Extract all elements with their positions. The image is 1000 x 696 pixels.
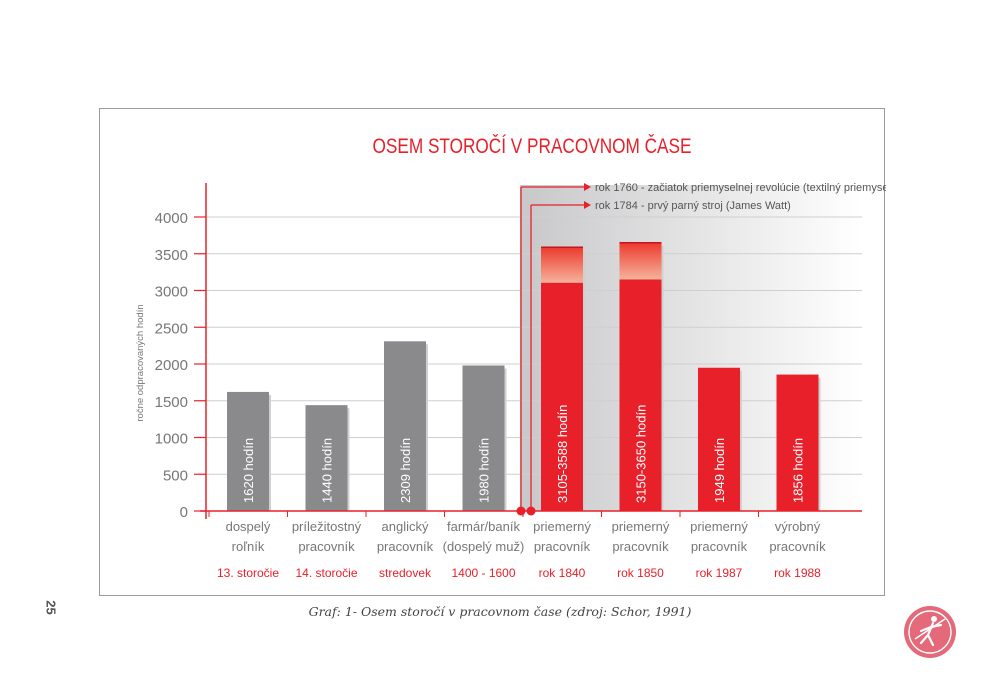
bar xyxy=(462,365,505,511)
bar xyxy=(619,279,662,511)
annotation-arrow-icon xyxy=(584,201,591,209)
x-category-label: pracovník xyxy=(691,539,748,554)
y-tick-label: 3500 xyxy=(155,247,188,264)
x-period-label: stredovek xyxy=(379,566,432,580)
x-category-label: pracovník xyxy=(298,539,355,554)
x-period-label: rok 1840 xyxy=(539,566,586,580)
x-category-label: priemerný xyxy=(612,519,670,534)
x-period-label: 13. storočie xyxy=(217,566,279,580)
x-category-label: priemerný xyxy=(533,519,591,534)
chart-layer: 0 500 1000 1500 2000 2500 3000 3500 4000 1620 hod… xyxy=(155,182,886,580)
chart-title: OSEM STOROČÍ V PRACOVNOM ČASE xyxy=(372,134,691,158)
bar-data-label: 1856 hodín xyxy=(791,438,806,503)
annotation-arrow-icon xyxy=(584,183,591,191)
y-tick-label: 500 xyxy=(163,467,188,484)
bar-data-label: 3150-3650 hodín xyxy=(634,405,649,503)
x-category-label: výrobný xyxy=(775,519,821,534)
x-period-label: 1400 - 1600 xyxy=(451,566,515,580)
x-category-label: priemerný xyxy=(690,519,748,534)
y-tick-label: 2000 xyxy=(155,357,188,374)
chart-frame: OSEM STOROČÍ V PRACOVNOM ČASE ročne odpr… xyxy=(99,108,886,596)
x-category-label: roľník xyxy=(232,539,265,554)
x-category-label: pracovník xyxy=(534,539,591,554)
x-category-label: farmár/baník xyxy=(447,519,520,534)
bar-data-label: 1620 hodín xyxy=(241,438,256,503)
y-tick-label: 0 xyxy=(180,504,188,521)
bar xyxy=(384,341,426,511)
x-period-label: rok 1987 xyxy=(696,566,743,580)
bar-range xyxy=(541,247,583,283)
bar-data-label: 1980 hodín xyxy=(477,438,492,503)
annotation-marker-dot xyxy=(516,506,526,516)
y-axis-label: ročne odpracovaných hodín xyxy=(135,304,146,421)
bar-data-label: 2309 hodín xyxy=(398,438,413,503)
y-tick-label: 1000 xyxy=(155,431,188,448)
annotation-marker-dot xyxy=(526,506,536,516)
x-period-label: 14. storočie xyxy=(295,566,357,580)
chart-svg: OSEM STOROČÍ V PRACOVNOM ČASE ročne odpr… xyxy=(135,134,886,580)
bar xyxy=(541,282,583,511)
x-period-label: rok 1850 xyxy=(617,566,664,580)
y-tick-label: 4000 xyxy=(155,210,188,227)
x-period-label: rok 1988 xyxy=(774,566,821,580)
bar xyxy=(227,391,269,511)
bar xyxy=(698,367,740,511)
x-category-label: pracovník xyxy=(769,539,826,554)
bar-data-label: 1440 hodín xyxy=(320,438,335,503)
publisher-logo-icon xyxy=(904,606,956,658)
bar-data-label: 1949 hodín xyxy=(712,438,727,503)
bar-data-label: 3105-3588 hodín xyxy=(555,405,570,503)
annotation-label: rok 1760 - začiatok priemyselnej revolúc… xyxy=(595,182,886,194)
x-category-label: anglický xyxy=(382,519,429,534)
x-category-label: dospelý xyxy=(226,519,271,534)
x-category-label: pracovník xyxy=(377,539,434,554)
figure-caption: Graf: 1- Osem storočí v pracovnom čase (… xyxy=(308,604,692,619)
bar xyxy=(305,405,348,511)
x-category-label: príležitostný xyxy=(292,519,362,534)
y-tick-label: 1500 xyxy=(155,394,188,411)
annotation-label: rok 1784 - prvý parný stroj (James Watt) xyxy=(595,200,791,212)
y-tick-label: 3000 xyxy=(155,284,188,301)
bar xyxy=(776,374,819,511)
page-number: 25 xyxy=(43,600,59,615)
x-category-label: pracovník xyxy=(612,539,669,554)
x-category-label: (dospelý muž) xyxy=(443,539,525,554)
y-tick-label: 2500 xyxy=(155,320,188,337)
bar-range xyxy=(619,242,662,280)
